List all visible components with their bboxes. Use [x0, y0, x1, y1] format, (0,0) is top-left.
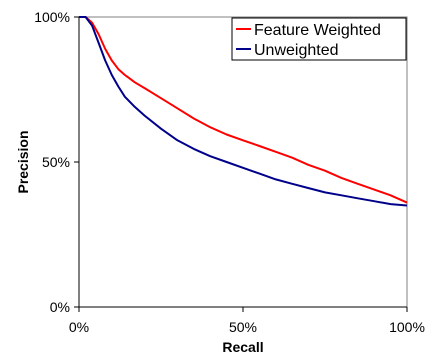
plot-area-frame	[78, 16, 408, 308]
series-line-unweighted	[79, 16, 408, 207]
legend-label-unweighted: Unweighted	[254, 42, 339, 59]
legend-label-feature-weighted: Feature Weighted	[254, 22, 381, 39]
y-tick-label: 50%	[42, 154, 70, 170]
y-tick-label: 0%	[50, 299, 70, 315]
legend-box	[231, 17, 407, 61]
series-line-feature-weighted	[79, 16, 408, 204]
y-axis-title: Precision	[15, 130, 31, 193]
x-axis-title: Recall	[222, 339, 263, 355]
x-tick-label: 50%	[229, 319, 257, 335]
y-tick-label: 100%	[34, 9, 70, 25]
x-tick-label: 100%	[389, 319, 425, 335]
x-tick-label: 0%	[69, 319, 89, 335]
